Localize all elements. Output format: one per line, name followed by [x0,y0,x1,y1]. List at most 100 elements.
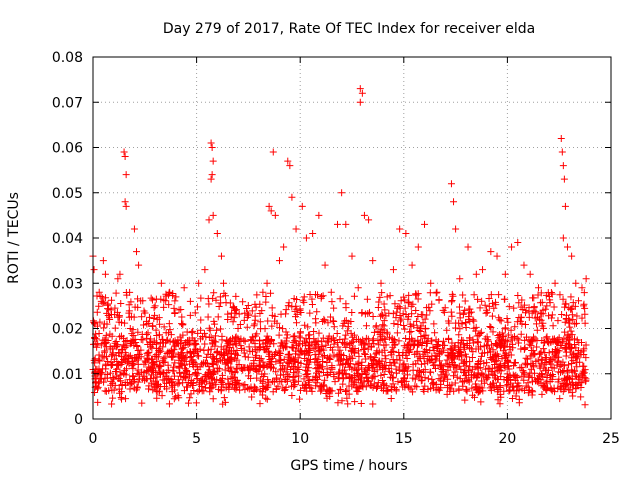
data-point [247,374,255,382]
data-point [568,311,576,319]
data-point [190,387,198,395]
data-point [374,304,382,312]
data-point [276,359,284,367]
data-point [130,225,138,233]
data-point [444,317,452,325]
data-point [543,333,551,341]
data-point [540,324,548,332]
data-point [267,207,275,215]
data-point [144,329,152,337]
data-point [99,336,107,344]
data-point [567,327,575,335]
data-point [259,358,267,366]
data-point [143,320,151,328]
data-point [94,398,102,406]
data-point [205,300,213,308]
data-point [485,302,493,310]
data-point [431,329,439,337]
data-point [420,387,428,395]
data-point [335,370,343,378]
data-point [111,381,119,389]
data-point [134,378,142,386]
data-point [167,376,175,384]
data-point [357,382,365,390]
data-point [559,234,567,242]
data-point [345,373,353,381]
data-point [550,303,558,311]
data-point [232,340,240,348]
data-point [412,291,420,299]
data-point [466,305,474,313]
data-point [378,310,386,318]
data-point [511,323,519,331]
data-point [541,383,549,391]
data-point [269,377,277,385]
data-point [559,337,567,345]
data-point [177,306,185,314]
data-point [347,329,355,337]
data-point [211,342,219,350]
data-point [190,349,198,357]
data-point [474,295,482,303]
y-tick-label: 0.01 [52,367,83,383]
data-point [372,350,380,358]
data-point [573,372,581,380]
data-point [417,333,425,341]
data-point [534,284,542,292]
data-point [564,340,572,348]
data-point [371,354,379,362]
data-point [168,348,176,356]
data-point [250,362,258,370]
data-point [476,330,484,338]
data-point [275,257,283,265]
data-point [235,310,243,318]
data-point [325,386,333,394]
data-point [321,317,329,325]
data-point [502,382,510,390]
data-point [330,323,338,331]
data-point [559,379,567,387]
data-point [557,134,565,142]
data-point [264,379,272,387]
data-point [228,368,236,376]
data-point [567,354,575,362]
data-point [183,328,191,336]
data-point [285,299,293,307]
data-point [468,354,476,362]
data-point [429,380,437,388]
data-point [526,338,534,346]
data-point [348,382,356,390]
data-point [225,385,233,393]
data-point [125,353,133,361]
data-point [118,381,126,389]
data-point [184,340,192,348]
data-point [501,270,509,278]
data-point [492,301,500,309]
data-point [216,293,224,301]
data-point [194,303,202,311]
data-point [412,290,420,298]
data-point [92,335,100,343]
data-point [356,85,364,93]
data-point [90,266,98,274]
data-point [379,377,387,385]
data-point [354,284,362,292]
data-point [366,353,374,361]
data-point [528,374,536,382]
data-point [349,345,357,353]
data-point [229,341,237,349]
data-point [123,365,131,373]
data-point [109,394,117,402]
data-point [402,351,410,359]
data-point [155,314,163,322]
data-point [561,202,569,210]
data-point [285,358,293,366]
data-point [358,370,366,378]
data-point [513,382,521,390]
data-point [156,387,164,395]
data-point [396,317,404,325]
data-point [536,362,544,370]
data-point [195,352,203,360]
data-point [574,352,582,360]
